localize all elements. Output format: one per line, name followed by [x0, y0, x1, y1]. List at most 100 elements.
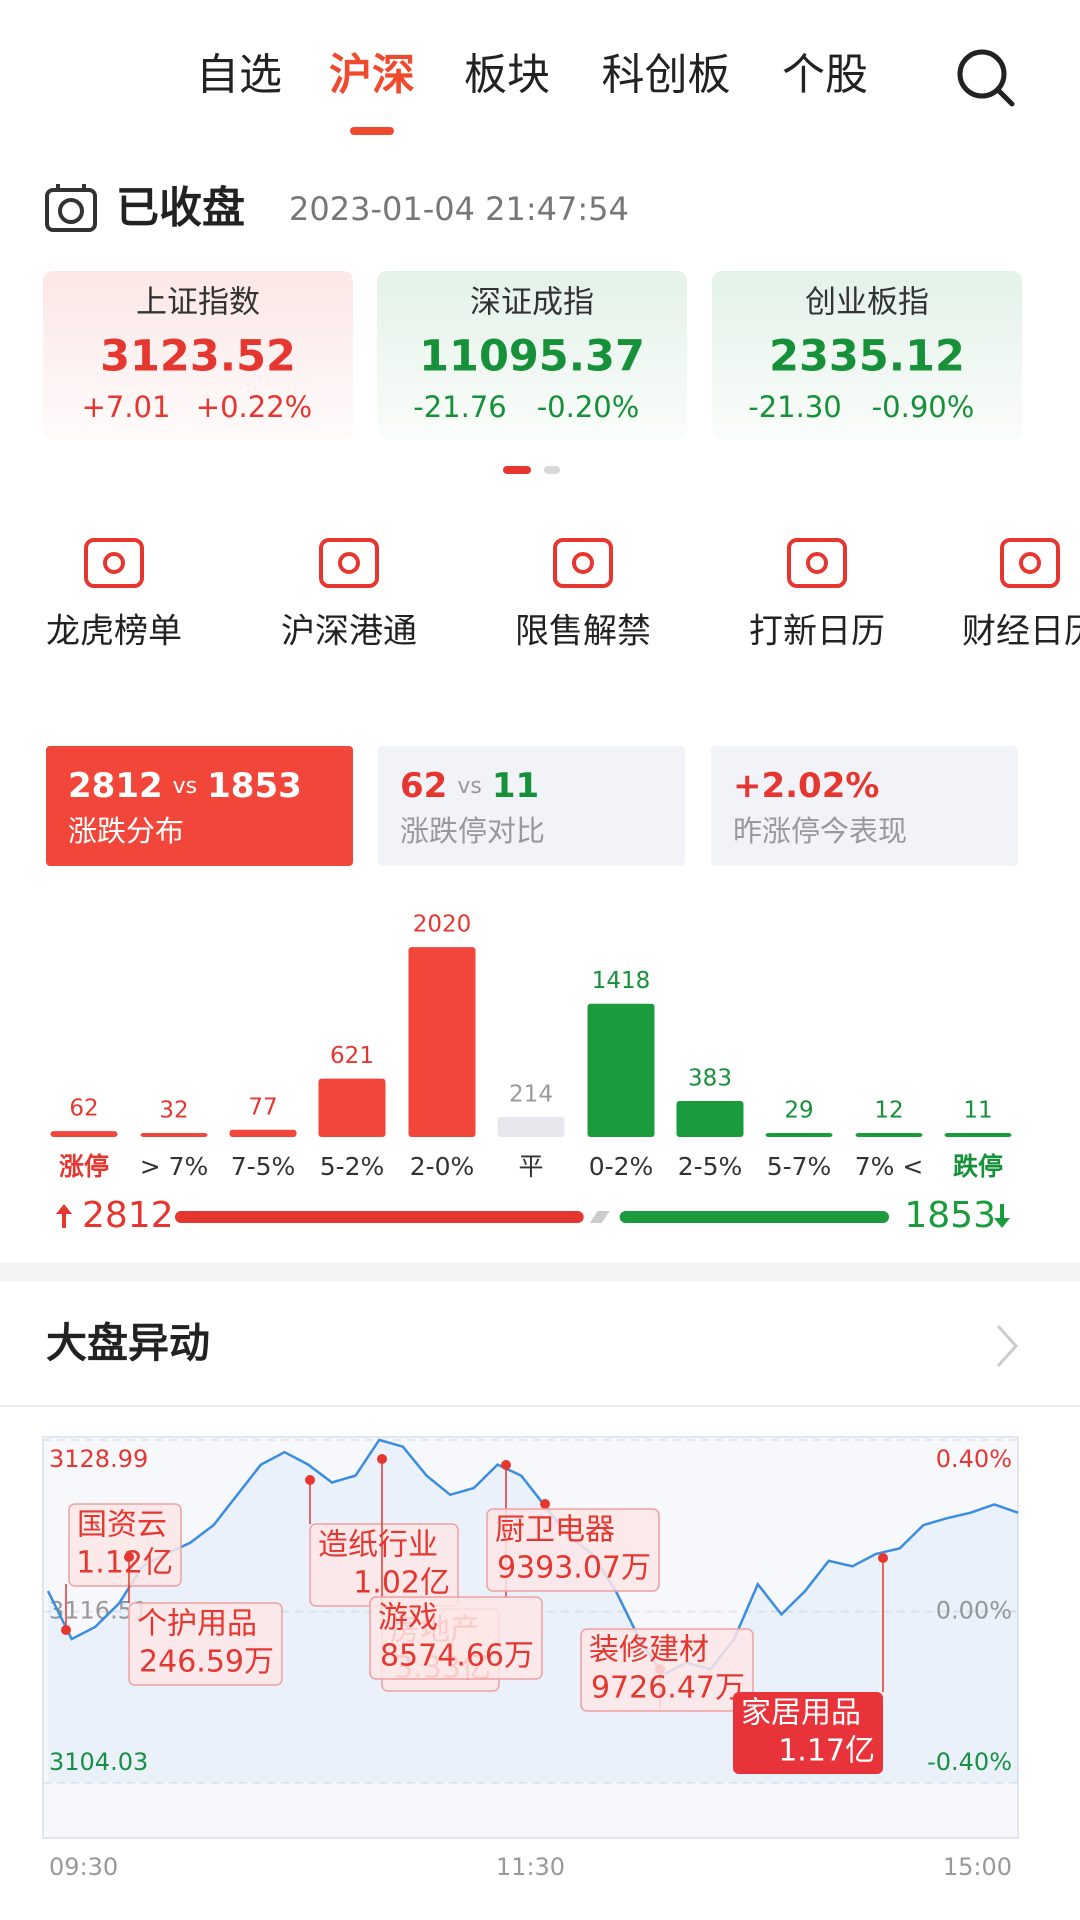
shortcut-icon — [84, 538, 144, 588]
bar-value-label: 383 — [688, 1065, 732, 1091]
summary-card[interactable] — [378, 746, 685, 866]
page-dot — [544, 466, 560, 474]
x-tick-label: 7% < — [855, 1152, 924, 1181]
shortcut-icon-dot — [572, 552, 594, 574]
bar — [944, 1133, 1012, 1137]
summary-card[interactable] — [46, 746, 353, 866]
index-change: -21.76 — [413, 390, 507, 424]
tab[interactable]: 个股 — [782, 51, 868, 101]
annotation-amount: 1.17亿 — [778, 1734, 875, 1769]
summary-label: 昨涨停今表现 — [733, 814, 907, 848]
annotation-dot — [61, 1625, 71, 1635]
split-gap — [589, 1211, 610, 1223]
index-card[interactable] — [377, 271, 687, 440]
annotation-box[interactable] — [128, 1602, 283, 1686]
page-dot-active — [503, 466, 531, 474]
y2-tick-label: 0.40% — [936, 1445, 1012, 1473]
bar-value-label: 214 — [509, 1081, 553, 1107]
index-value: 3123.52 — [100, 332, 296, 382]
bar — [855, 1133, 923, 1137]
annotation-amount: 1.12亿 — [76, 1546, 173, 1581]
shortcut-icon-dot — [1019, 552, 1041, 574]
bar-value-label: 11 — [963, 1098, 992, 1124]
bar-value-label: 2020 — [413, 912, 472, 938]
status-icon — [45, 184, 97, 232]
bar — [497, 1116, 565, 1137]
index-name: 创业板指 — [805, 285, 929, 321]
shortcut-icon — [1000, 538, 1060, 588]
x-tick-label: 2-5% — [678, 1152, 743, 1181]
shortcut-icon-dot — [103, 552, 125, 574]
index-card[interactable] — [712, 271, 1022, 440]
annotation-amount: 8574.66万 — [380, 1639, 534, 1674]
tab[interactable]: 自选 — [196, 51, 282, 101]
x-tick-label: 15:00 — [943, 1853, 1012, 1881]
annotation-amount: 9726.47万 — [591, 1671, 745, 1706]
annotation-dot — [305, 1475, 315, 1485]
summary-down: 11 — [492, 766, 539, 806]
summary-label: 涨跌分布 — [68, 814, 184, 848]
status-label: 已收盘 — [116, 184, 245, 234]
shortcut-label[interactable]: 财经日历 — [962, 612, 1080, 652]
up-arrow — [56, 1204, 72, 1228]
bar — [587, 1003, 655, 1137]
index-card[interactable] — [43, 271, 353, 440]
down-count: 1853 — [904, 1195, 996, 1236]
annotation-label: 个护用品 — [137, 1607, 257, 1642]
annotation-dot — [878, 1553, 888, 1563]
annotation-dot — [377, 1454, 387, 1464]
bar — [676, 1100, 744, 1137]
annotation-amount: 246.59万 — [139, 1645, 274, 1680]
shortcut-label[interactable]: 限售解禁 — [515, 612, 651, 652]
search-icon[interactable] — [957, 49, 1015, 107]
summary-label: 涨跌停对比 — [400, 814, 545, 848]
down-bar — [619, 1211, 889, 1223]
annotation-dot — [501, 1460, 511, 1470]
bar — [50, 1131, 118, 1137]
tab[interactable]: 板块 — [464, 51, 550, 101]
x-tick-label: 平 — [518, 1152, 543, 1181]
bar-value-label: 12 — [874, 1098, 903, 1124]
tab[interactable]: 科创板 — [602, 51, 731, 101]
annotation-dot — [124, 1552, 134, 1562]
x-tick-label: 跌停 — [953, 1152, 1003, 1181]
bar-value-label: 1418 — [592, 968, 651, 994]
x-tick-label: 11:30 — [496, 1853, 565, 1881]
index-value: 11095.37 — [419, 332, 645, 382]
x-tick-label: 5-7% — [767, 1152, 832, 1181]
y-tick-label: 3128.99 — [49, 1445, 148, 1473]
index-change: +7.01 — [82, 390, 171, 424]
shortcut-label[interactable]: 龙虎榜单 — [46, 612, 182, 652]
shortcut-label[interactable]: 沪深港通 — [281, 612, 417, 652]
annotation-label: 装修建材 — [589, 1633, 709, 1668]
up-bar — [175, 1211, 584, 1223]
annotation-box[interactable] — [733, 1692, 883, 1774]
bar — [318, 1078, 386, 1137]
x-tick-label: 0-2% — [589, 1152, 654, 1181]
shortcut-icon — [787, 538, 847, 588]
summary-card[interactable] — [711, 746, 1018, 866]
shortcut-label[interactable]: 打新日历 — [749, 612, 885, 652]
bar — [408, 947, 476, 1137]
shortcut-icon-dot — [338, 552, 360, 574]
annotation-box[interactable] — [580, 1628, 754, 1712]
price-line — [46, 1438, 1019, 1677]
index-change: -21.30 — [748, 390, 842, 424]
tab[interactable]: 沪深 — [329, 51, 415, 101]
section-title: 大盘异动 — [46, 1319, 210, 1367]
annotation-box[interactable] — [68, 1503, 182, 1587]
x-tick-label: 7-5% — [231, 1152, 296, 1181]
summary-figures: 62 vs 11 — [400, 766, 539, 806]
chevron[interactable] — [996, 1324, 1019, 1368]
index-pct: +0.22% — [196, 390, 312, 424]
y2-tick-label: -0.40% — [927, 1748, 1012, 1776]
x-tick-label: 09:30 — [49, 1853, 118, 1881]
bar — [765, 1133, 833, 1137]
annotation-box[interactable] — [369, 1596, 543, 1680]
index-pct: -0.20% — [537, 390, 640, 424]
annotation-box[interactable] — [486, 1508, 660, 1592]
tab-indicator — [350, 127, 394, 135]
annotation-label: 国资云 — [77, 1508, 167, 1543]
